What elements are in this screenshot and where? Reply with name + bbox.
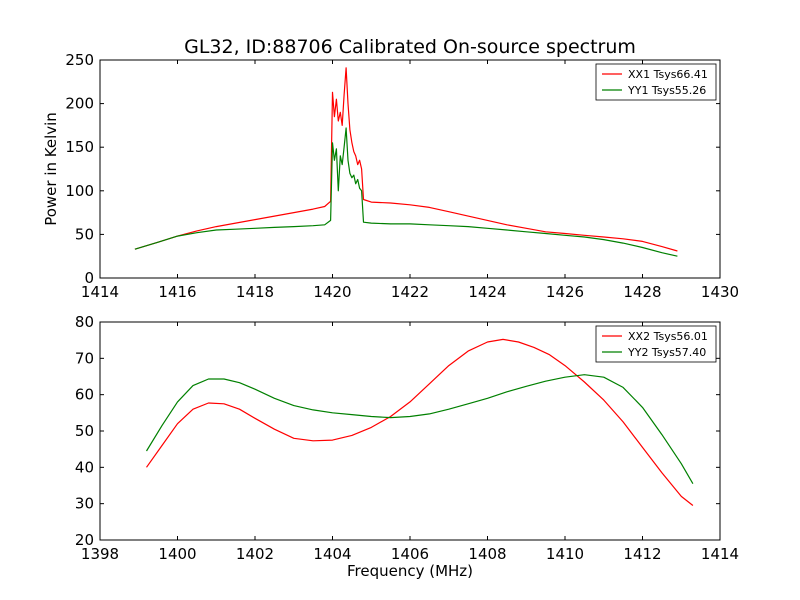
- x-axis-label: Frequency (MHz): [347, 562, 473, 580]
- x-tick-label: 1420: [313, 283, 351, 301]
- y-tick-label: 100: [65, 182, 94, 200]
- x-tick-label: 1416: [158, 283, 196, 301]
- x-tick-label: 1402: [236, 545, 274, 563]
- legend-label: XX1 Tsys66.41: [628, 68, 708, 81]
- x-tick-label: 1408: [468, 545, 506, 563]
- x-tick-label: 1414: [81, 283, 119, 301]
- x-tick-label: 1430: [701, 283, 739, 301]
- y-tick-label: 50: [75, 225, 94, 243]
- y-tick-label: 250: [65, 51, 94, 69]
- y-tick-label: 150: [65, 138, 94, 156]
- series-line-yy: [134, 127, 678, 257]
- y-tick-label: 20: [75, 531, 94, 549]
- legend: XX1 Tsys66.41 YY1 Tsys55.26: [595, 63, 717, 101]
- series-line-xx: [146, 338, 694, 506]
- x-tick-label: 1412: [623, 545, 661, 563]
- x-tick-label: 1398: [81, 545, 119, 563]
- top-spectrum-panel: 1414 1416 1418 1420 1422 1424 1426 1428 1430 0 50 1…: [42, 51, 739, 301]
- legend-label: XX2 Tsys56.01: [628, 330, 708, 343]
- x-tick-label: 1422: [391, 283, 429, 301]
- legend: XX2 Tsys56.01 YY2 Tsys57.40: [595, 325, 717, 363]
- bottom-spectrum-panel: 1398 1400 1402 1404 1406 1408 1410 1412 1414 20 30…: [75, 313, 739, 580]
- y-tick-label: 50: [75, 422, 94, 440]
- legend-box: [595, 63, 717, 101]
- y-tick-label: 70: [75, 349, 94, 367]
- x-tick-label: 1418: [236, 283, 274, 301]
- x-tick-label: 1410: [546, 545, 584, 563]
- y-tick-label: 30: [75, 495, 94, 513]
- y-tick-label: 60: [75, 386, 94, 404]
- chart-title: GL32, ID:88706 Calibrated On-source spec…: [184, 36, 636, 58]
- legend-label: YY2 Tsys57.40: [627, 346, 706, 359]
- y-tick-label: 80: [75, 313, 94, 331]
- x-tick-label: 1404: [313, 545, 351, 563]
- y-tick-label: 40: [75, 458, 94, 476]
- x-tick-label: 1414: [701, 545, 739, 563]
- legend-label: YY1 Tsys55.26: [627, 84, 706, 97]
- x-tick-label: 1400: [158, 545, 196, 563]
- series-line-yy: [145, 374, 694, 485]
- x-tick-label: 1406: [391, 545, 429, 563]
- x-tick-label: 1428: [623, 283, 661, 301]
- y-tick-label: 0: [84, 269, 94, 287]
- legend-box: [595, 325, 717, 363]
- y-tick-label: 200: [65, 95, 94, 113]
- x-tick-label: 1426: [546, 283, 584, 301]
- y-axis-label: Power in Kelvin: [42, 112, 60, 226]
- series-line-xx: [134, 67, 678, 252]
- x-tick-label: 1424: [468, 283, 506, 301]
